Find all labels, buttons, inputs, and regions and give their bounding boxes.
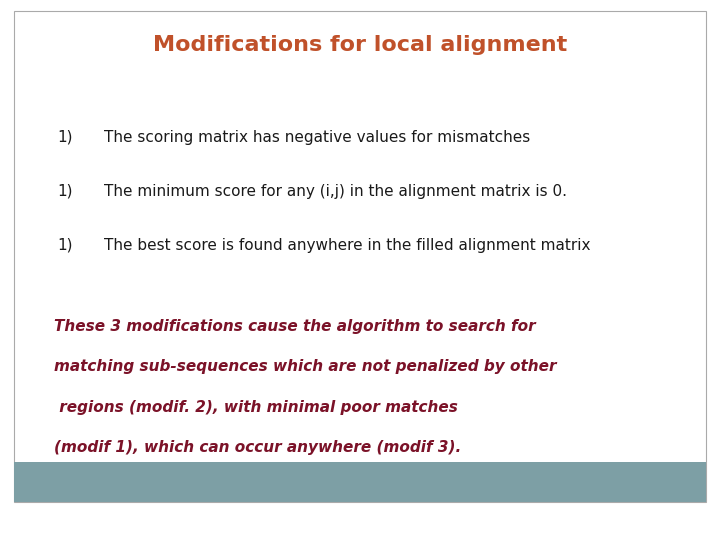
Text: The best score is found anywhere in the filled alignment matrix: The best score is found anywhere in the …: [104, 238, 591, 253]
Text: The scoring matrix has negative values for mismatches: The scoring matrix has negative values f…: [104, 130, 531, 145]
FancyBboxPatch shape: [14, 11, 706, 502]
Text: 1): 1): [58, 238, 73, 253]
Text: (modif 1), which can occur anywhere (modif 3).: (modif 1), which can occur anywhere (mod…: [54, 440, 462, 455]
FancyBboxPatch shape: [14, 462, 706, 502]
Text: 1): 1): [58, 184, 73, 199]
Text: Modifications for local alignment: Modifications for local alignment: [153, 35, 567, 55]
Text: The minimum score for any (i,j) in the alignment matrix is 0.: The minimum score for any (i,j) in the a…: [104, 184, 567, 199]
Text: 1): 1): [58, 130, 73, 145]
Text: regions (modif. 2), with minimal poor matches: regions (modif. 2), with minimal poor ma…: [54, 400, 458, 415]
Text: matching sub-sequences which are not penalized by other: matching sub-sequences which are not pen…: [54, 359, 557, 374]
Text: These 3 modifications cause the algorithm to search for: These 3 modifications cause the algorith…: [54, 319, 536, 334]
